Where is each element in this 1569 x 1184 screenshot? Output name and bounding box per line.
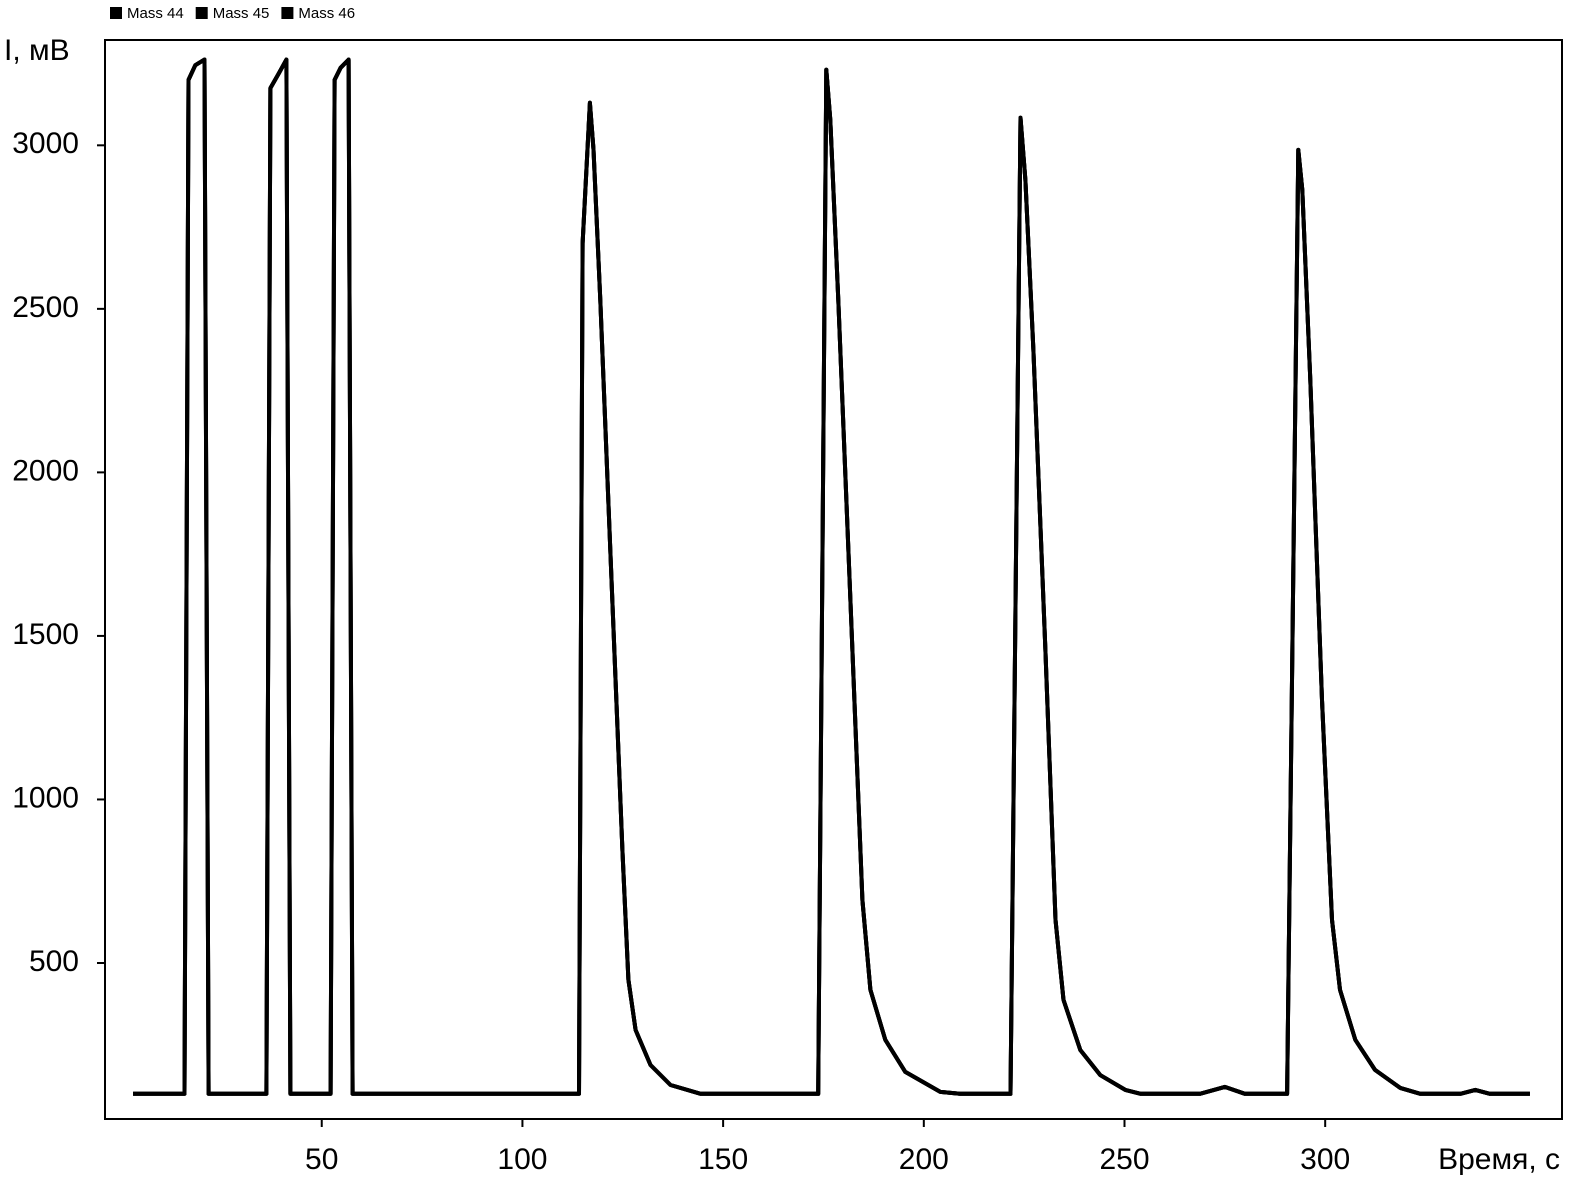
y-tick-label: 500 bbox=[29, 945, 79, 978]
data-line bbox=[133, 57, 1530, 1096]
legend-label: Mass 46 bbox=[298, 5, 355, 22]
x-axis-label: Время, с bbox=[1438, 1143, 1560, 1176]
x-tick-label: 100 bbox=[497, 1143, 547, 1176]
x-tick-label: 200 bbox=[899, 1143, 949, 1176]
x-tick-label: 300 bbox=[1300, 1143, 1350, 1176]
x-tick-label: 250 bbox=[1099, 1143, 1149, 1176]
legend-label: Mass 44 bbox=[127, 5, 184, 22]
y-tick-label: 2500 bbox=[12, 291, 79, 324]
data-line bbox=[133, 57, 1530, 1096]
y-tick-label: 2000 bbox=[12, 454, 79, 487]
data-line bbox=[133, 57, 1530, 1096]
legend-swatch bbox=[110, 7, 122, 19]
plot-frame bbox=[104, 39, 1563, 1120]
x-tick-label: 150 bbox=[698, 1143, 748, 1176]
legend-label: Mass 45 bbox=[213, 5, 270, 22]
legend-swatch bbox=[195, 7, 208, 19]
y-tick-label: 3000 bbox=[12, 127, 79, 160]
x-tick-label: 50 bbox=[305, 1143, 338, 1176]
legend-swatch bbox=[281, 7, 294, 19]
y-tick-label: 1000 bbox=[12, 781, 79, 814]
y-tick-label: 1500 bbox=[12, 618, 79, 651]
y-axis-label: I, мВ bbox=[4, 34, 70, 67]
